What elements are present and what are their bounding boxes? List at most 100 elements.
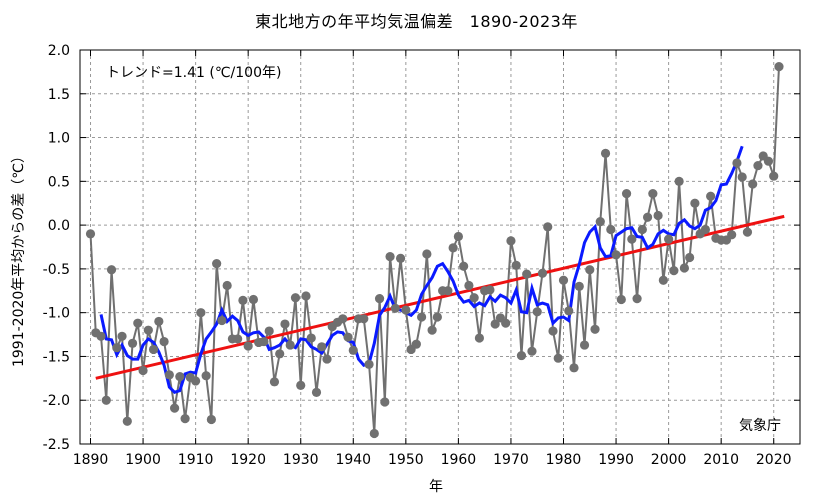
x-tick-label: 1940 xyxy=(335,452,371,468)
plot-frame xyxy=(79,49,801,445)
annual-anomaly-point xyxy=(558,275,569,285)
annual-anomaly-point xyxy=(522,269,532,279)
annual-anomaly-point xyxy=(474,333,485,343)
moving-average-line xyxy=(99,145,744,395)
annual-anomaly-point xyxy=(648,188,658,199)
chart-title: 東北地方の年平均気温偏差 1890-2023年 xyxy=(255,12,578,31)
annual-anomaly-point xyxy=(501,318,511,328)
annual-anomaly-point xyxy=(217,315,227,326)
annual-anomaly-point xyxy=(637,224,647,235)
annual-anomaly-point xyxy=(685,252,695,263)
annual-anomaly-point xyxy=(511,260,521,270)
annual-anomaly-point xyxy=(117,331,127,341)
annual-anomaly-point xyxy=(269,377,280,387)
x-tick-label: 1920 xyxy=(230,452,266,468)
annual-anomaly-point xyxy=(369,428,379,439)
annual-anomaly-point xyxy=(317,342,327,352)
annual-anomaly-point xyxy=(427,325,437,335)
y-axis-label: 1991-2020年平均からの差（℃） xyxy=(11,148,27,368)
annual-anomaly-point xyxy=(133,318,143,328)
annual-anomaly-point xyxy=(527,346,537,356)
annual-anomaly-point xyxy=(401,305,411,315)
annual-anomaly-point xyxy=(653,210,663,221)
annual-anomaly-point xyxy=(769,171,779,181)
annual-anomaly-point xyxy=(700,224,711,235)
annual-anomaly-point xyxy=(264,326,274,336)
annual-anomaly-point xyxy=(611,250,621,260)
annual-anomaly-point xyxy=(616,294,626,305)
annual-anomaly-point xyxy=(595,217,605,227)
annual-anomaly-point xyxy=(348,345,358,355)
annual-anomaly-point xyxy=(154,316,164,327)
annual-anomaly-point xyxy=(85,229,96,239)
annual-anomaly-point xyxy=(411,339,421,349)
annual-anomaly-point xyxy=(238,295,248,306)
annual-anomaly-point xyxy=(127,338,138,348)
annual-anomaly-point xyxy=(364,359,374,369)
annual-anomaly-point xyxy=(585,265,595,275)
annual-anomaly-point xyxy=(664,234,674,244)
source-credit: 気象庁 xyxy=(739,418,781,434)
y-tick-label: 2.0 xyxy=(48,43,70,59)
annual-anomaly-point xyxy=(385,252,395,262)
annual-anomaly-point xyxy=(159,336,169,347)
annual-anomaly-point xyxy=(148,344,159,355)
annual-anomaly-point xyxy=(112,343,122,353)
annual-anomaly-point xyxy=(290,293,301,303)
annual-anomaly-point xyxy=(275,349,285,359)
annual-anomaly-point xyxy=(727,230,737,240)
annual-anomaly-point xyxy=(642,212,653,222)
annual-anomaly-point xyxy=(569,363,579,373)
x-tick-label: 1890 xyxy=(73,452,109,468)
annual-anomaly-point xyxy=(343,332,353,342)
annual-anomaly-point xyxy=(248,294,259,305)
annual-anomaly-point xyxy=(543,222,553,232)
annual-anomaly-point xyxy=(537,268,548,278)
x-tick-label: 1950 xyxy=(388,452,424,468)
annual-anomaly-point xyxy=(753,160,763,171)
annual-anomaly-point xyxy=(532,307,542,317)
x-tick-label: 1980 xyxy=(546,452,582,468)
annual-anomaly-point xyxy=(233,334,243,344)
x-axis-label: 年 xyxy=(429,479,443,495)
annual-anomaly-point xyxy=(96,331,106,341)
annual-anomaly-point xyxy=(301,291,311,301)
annual-anomaly-point xyxy=(338,314,348,324)
annual-anomaly-point xyxy=(627,234,637,244)
y-tick-label: -0.5 xyxy=(43,262,70,278)
annual-anomaly-point xyxy=(579,340,590,350)
annual-anomaly-point xyxy=(658,275,668,285)
annual-anomaly-point xyxy=(374,294,385,304)
annual-anomaly-point xyxy=(600,148,611,158)
x-tick-label: 1990 xyxy=(598,452,634,468)
annual-anomaly-point xyxy=(196,308,206,318)
x-tick-label: 1930 xyxy=(283,452,319,468)
annual-anomaly-line xyxy=(89,66,780,434)
annual-anomaly-point xyxy=(459,261,469,271)
annual-anomaly-point xyxy=(606,224,616,235)
annual-anomaly-point xyxy=(669,266,679,276)
annual-anomaly-point xyxy=(453,231,463,242)
annual-anomaly-point xyxy=(574,281,584,291)
annual-anomaly-point xyxy=(464,280,474,291)
annual-anomaly-point xyxy=(259,336,269,347)
annual-anomaly-point xyxy=(206,414,216,425)
annual-anomaly-point xyxy=(742,227,753,237)
annual-anomaly-point xyxy=(432,312,442,322)
x-tick-label: 2000 xyxy=(651,452,687,468)
x-tick-label: 1970 xyxy=(493,452,529,468)
annual-anomaly-point xyxy=(390,303,400,313)
y-tick-label: 0.0 xyxy=(48,218,70,234)
annual-anomaly-point xyxy=(138,365,148,376)
annual-anomaly-point xyxy=(296,380,306,390)
annual-anomaly-point xyxy=(443,286,453,296)
annual-anomaly-point xyxy=(448,243,458,253)
annual-anomaly-point xyxy=(212,259,222,269)
annual-anomaly-point xyxy=(737,172,747,182)
annual-anomaly-point xyxy=(306,333,316,343)
annual-anomaly-point xyxy=(516,350,527,361)
annual-anomaly-point xyxy=(143,325,153,335)
annual-anomaly-point xyxy=(632,294,642,304)
trend-annotation: トレンド=1.41 (℃/100年) xyxy=(106,65,282,81)
